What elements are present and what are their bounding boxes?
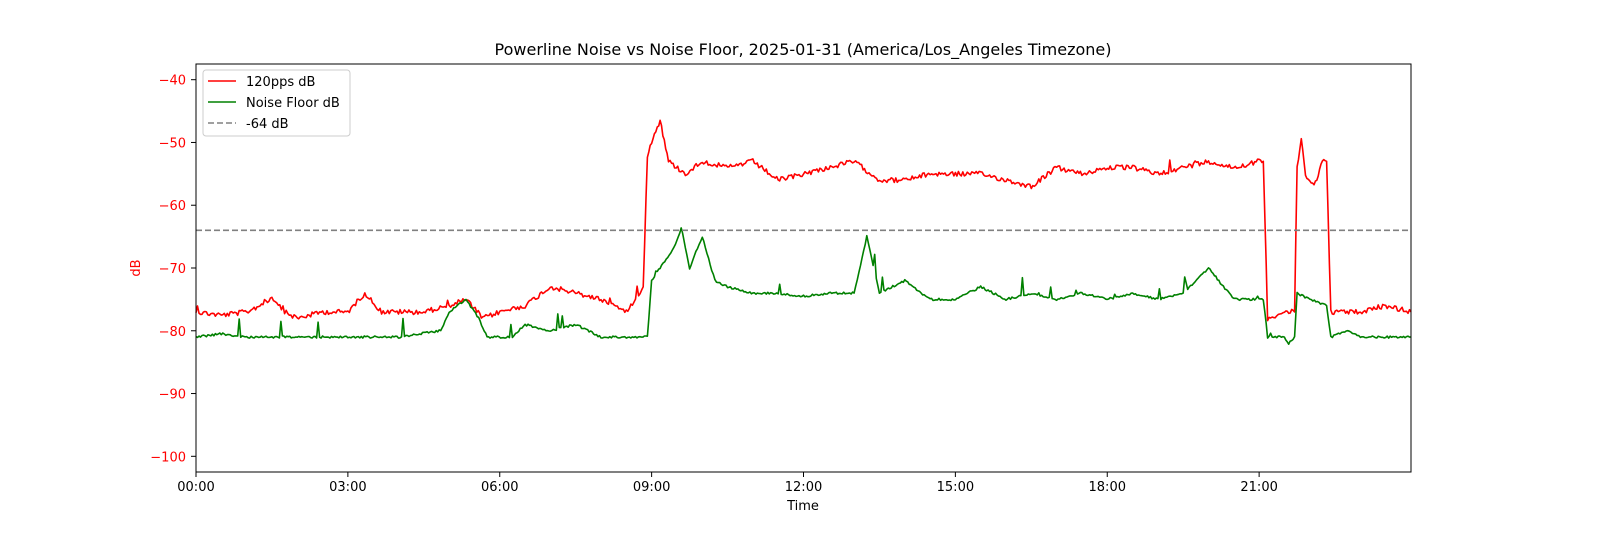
- series-signal-line: [195, 119, 1412, 322]
- y-tick-label: −60: [159, 199, 186, 214]
- x-tick-label: 15:00: [937, 480, 974, 495]
- y-tick-label: −50: [159, 136, 186, 151]
- x-axis-label: Time: [786, 499, 819, 514]
- x-tick-label: 18:00: [1089, 480, 1126, 495]
- y-axis-label: dB: [129, 259, 144, 276]
- legend-label-noise-floor: Noise Floor dB: [246, 96, 340, 111]
- chart-title: Powerline Noise vs Noise Floor, 2025-01-…: [495, 40, 1112, 60]
- y-tick-label: −100: [150, 450, 186, 465]
- x-tick-label: 06:00: [481, 480, 518, 495]
- x-tick-label: 03:00: [329, 480, 366, 495]
- y-tick-label: −80: [159, 325, 186, 340]
- legend-box: [202, 69, 351, 137]
- y-tick-label: −70: [159, 262, 186, 277]
- y-axis: −40 −50 −60 −70 −80 −90 −100: [150, 74, 196, 465]
- y-tick-label: −40: [159, 74, 186, 89]
- y-tick-label: −90: [159, 388, 186, 403]
- x-tick-label: 12:00: [785, 480, 822, 495]
- legend: 120pps dB Noise Floor dB -64 dB: [202, 69, 351, 137]
- x-tick-label: 21:00: [1240, 480, 1277, 495]
- legend-label-signal: 120pps dB: [246, 75, 315, 90]
- x-tick-label: 00:00: [177, 480, 214, 495]
- series-noise-floor-line: [195, 227, 1412, 345]
- plot-area: [195, 119, 1412, 345]
- legend-label-threshold: -64 dB: [246, 117, 289, 132]
- x-tick-label: 09:00: [633, 480, 670, 495]
- x-axis: 00:00 03:00 06:00 09:00 12:00 15:00 18:00 21:00: [177, 472, 1278, 495]
